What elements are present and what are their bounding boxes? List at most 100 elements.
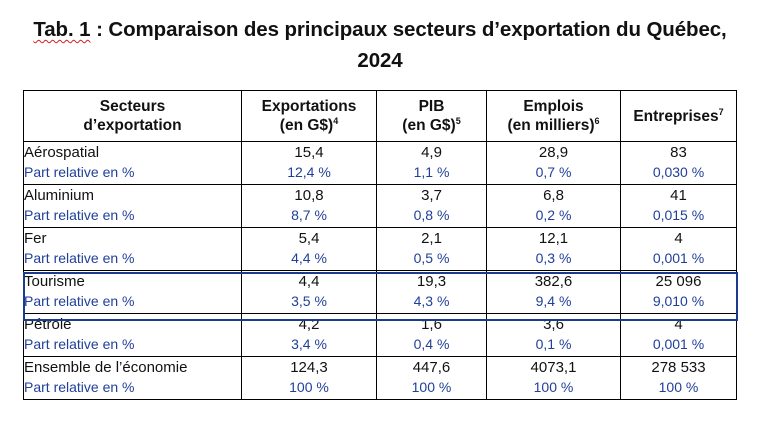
header-exports-footnote: 4 bbox=[333, 115, 339, 126]
table-title: Tab. 1 : Comparaison des principaux sect… bbox=[0, 14, 760, 76]
header-jobs-line1: Emplois bbox=[523, 98, 584, 115]
firms-value: 25 096 bbox=[655, 273, 702, 290]
sector-cell: Aérospatial Part relative en % bbox=[23, 141, 242, 185]
jobs-value: 28,9 bbox=[538, 144, 569, 161]
header-exports-line2: (en G$) bbox=[279, 117, 334, 134]
header-pib-line1: PIB bbox=[418, 98, 445, 115]
firms-share: 0,001 % bbox=[652, 336, 705, 352]
jobs-value: 4073,1 bbox=[530, 359, 577, 376]
pib-share: 100 % bbox=[411, 379, 452, 395]
pib-value: 2,1 bbox=[421, 230, 442, 247]
header-firms-line1: Entreprises bbox=[633, 107, 719, 125]
jobs-cell: 382,6 9,4 % bbox=[486, 270, 621, 314]
sector-name: Pétrole bbox=[24, 316, 72, 333]
pib-cell: 2,1 0,5 % bbox=[376, 227, 487, 271]
pib-share: 4,3 % bbox=[413, 293, 450, 309]
exports-cell: 4,4 3,5 % bbox=[241, 270, 377, 314]
sector-cell: Fer Part relative en % bbox=[23, 227, 242, 271]
jobs-share: 0,7 % bbox=[535, 164, 572, 180]
table-row: Pétrole Part relative en % 4,2 3,4 % 1,6 0,… bbox=[23, 313, 737, 357]
pib-share: 0,4 % bbox=[413, 336, 450, 352]
jobs-value: 6,8 bbox=[543, 187, 564, 204]
share-label: Part relative en % bbox=[24, 250, 135, 266]
firms-cell: 83 0,030 % bbox=[620, 141, 737, 185]
firms-value: 83 bbox=[670, 144, 687, 161]
exports-value: 124,3 bbox=[290, 359, 328, 376]
pib-share: 0,8 % bbox=[413, 207, 450, 223]
pib-cell: 4,9 1,1 % bbox=[376, 141, 487, 185]
firms-cell: 4 0,001 % bbox=[620, 313, 737, 357]
header-jobs: Emplois (en milliers)6 bbox=[486, 90, 621, 142]
exports-cell: 5,4 4,4 % bbox=[241, 227, 377, 271]
exports-share: 8,7 % bbox=[291, 207, 327, 223]
share-label: Part relative en % bbox=[24, 293, 135, 309]
header-exports-line1: Exportations bbox=[261, 98, 357, 115]
firms-value: 4 bbox=[674, 316, 683, 333]
firms-value: 278 533 bbox=[651, 359, 706, 376]
header-sector-line1: Secteurs bbox=[99, 98, 166, 115]
jobs-cell: 4073,1 100 % bbox=[486, 356, 621, 400]
comparison-table: Secteurs d’exportation Exportations (en … bbox=[23, 90, 737, 400]
jobs-share: 0,1 % bbox=[535, 336, 572, 352]
pib-value: 447,6 bbox=[412, 359, 451, 376]
title-text: : Comparaison des principaux secteurs d’… bbox=[90, 18, 727, 41]
jobs-value: 12,1 bbox=[538, 230, 569, 247]
pib-cell: 3,7 0,8 % bbox=[376, 184, 487, 228]
sector-cell: Aluminium Part relative en % bbox=[23, 184, 242, 228]
exports-cell: 124,3 100 % bbox=[241, 356, 377, 400]
header-pib-footnote: 5 bbox=[455, 115, 461, 126]
jobs-cell: 28,9 0,7 % bbox=[486, 141, 621, 185]
pib-value: 3,7 bbox=[421, 187, 442, 204]
firms-cell: 4 0,001 % bbox=[620, 227, 737, 271]
table-row: Aérospatial Part relative en % 15,4 12,4 %… bbox=[23, 141, 737, 185]
header-pib-line2: (en G$) bbox=[402, 117, 456, 134]
title-line-1: Tab. 1 : Comparaison des principaux sect… bbox=[0, 14, 760, 45]
sector-name: Ensemble de l’économie bbox=[24, 359, 188, 376]
exports-share: 100 % bbox=[289, 379, 329, 395]
jobs-share: 0,3 % bbox=[535, 250, 572, 266]
share-label: Part relative en % bbox=[24, 207, 135, 223]
header-pib: PIB (en G$)5 bbox=[376, 90, 487, 142]
pib-value: 1,6 bbox=[421, 316, 442, 333]
sector-name: Aluminium bbox=[24, 187, 95, 204]
pib-value: 4,9 bbox=[421, 144, 442, 161]
table-row-total: Ensemble de l’économie Part relative en %… bbox=[23, 356, 737, 400]
firms-value: 4 bbox=[674, 230, 683, 247]
jobs-share: 9,4 % bbox=[535, 293, 572, 309]
pib-cell: 1,6 0,4 % bbox=[376, 313, 487, 357]
header-sector-line2: d’exportation bbox=[83, 117, 182, 134]
header-exports: Exportations (en G$)4 bbox=[241, 90, 377, 142]
exports-share: 12,4 % bbox=[287, 164, 331, 180]
exports-share: 4,4 % bbox=[291, 250, 327, 266]
sector-cell: Ensemble de l’économie Part relative en % bbox=[23, 356, 242, 400]
sector-name: Aérospatial bbox=[24, 144, 100, 161]
sector-name: Tourisme bbox=[24, 273, 85, 290]
jobs-cell: 6,8 0,2 % bbox=[486, 184, 621, 228]
jobs-cell: 12,1 0,3 % bbox=[486, 227, 621, 271]
pib-value: 19,3 bbox=[416, 273, 447, 290]
firms-cell: 41 0,015 % bbox=[620, 184, 737, 228]
firms-share: 9,010 % bbox=[652, 293, 705, 309]
sector-cell: Tourisme Part relative en % bbox=[23, 270, 242, 314]
exports-value: 5,4 bbox=[298, 230, 320, 247]
share-label: Part relative en % bbox=[24, 379, 135, 395]
firms-cell: 25 096 9,010 % bbox=[620, 270, 737, 314]
exports-cell: 10,8 8,7 % bbox=[241, 184, 377, 228]
jobs-value: 3,6 bbox=[543, 316, 564, 333]
share-label: Part relative en % bbox=[24, 336, 135, 352]
jobs-share: 100 % bbox=[533, 379, 574, 395]
table-header-row: Secteurs d’exportation Exportations (en … bbox=[23, 90, 737, 142]
pib-share: 1,1 % bbox=[413, 164, 450, 180]
table-row-highlighted: Tourisme Part relative en % 4,4 3,5 % 19,3… bbox=[23, 270, 737, 314]
exports-cell: 4,2 3,4 % bbox=[241, 313, 377, 357]
header-jobs-line2: (en milliers) bbox=[507, 117, 595, 134]
firms-cell: 278 533 100 % bbox=[620, 356, 737, 400]
title-prefix: Tab. 1 bbox=[33, 18, 91, 41]
table-row: Aluminium Part relative en % 10,8 8,7 % 3,… bbox=[23, 184, 737, 228]
table-row: Fer Part relative en % 5,4 4,4 % 2,1 0,5 % … bbox=[23, 227, 737, 271]
firms-share: 0,001 % bbox=[652, 250, 705, 266]
sector-name: Fer bbox=[24, 230, 47, 247]
header-firms-footnote: 7 bbox=[718, 106, 724, 117]
pib-cell: 19,3 4,3 % bbox=[376, 270, 487, 314]
exports-value: 10,8 bbox=[294, 187, 324, 204]
